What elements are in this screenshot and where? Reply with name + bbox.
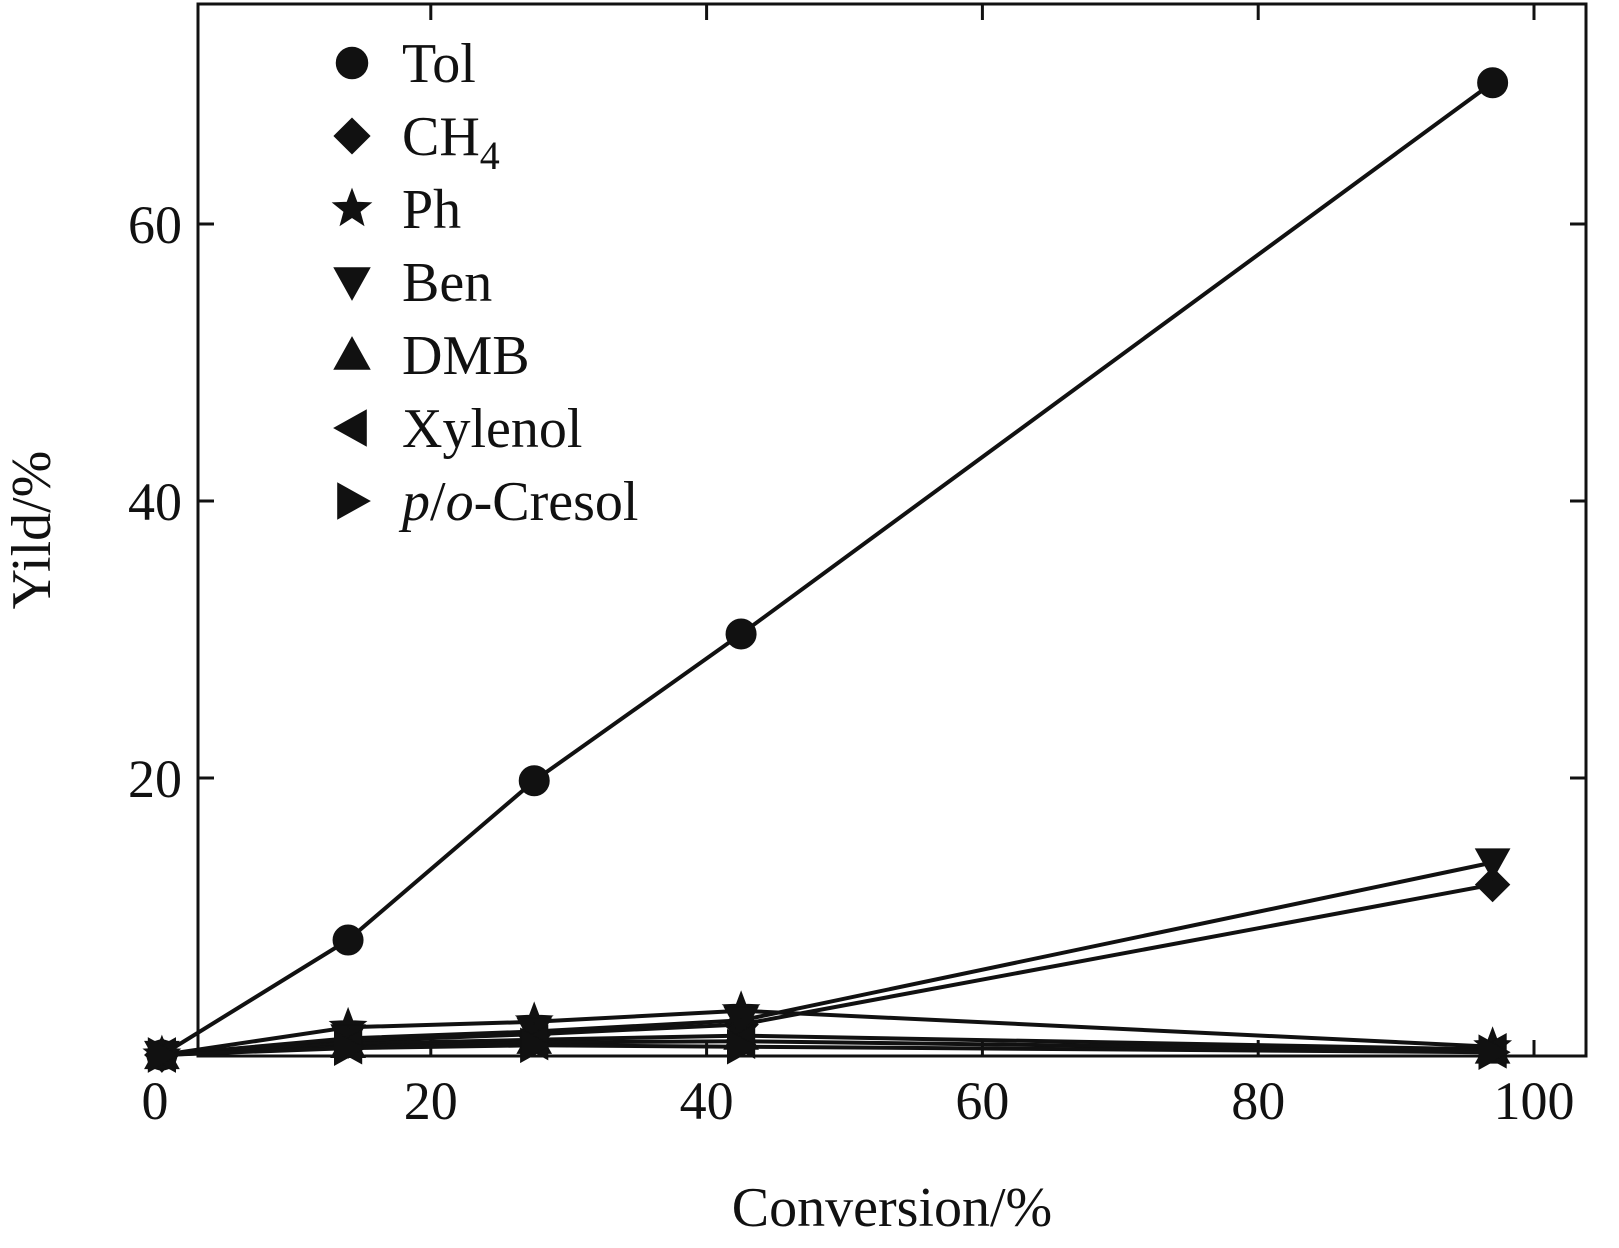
x-tick-label: 40 [680, 1071, 734, 1131]
legend-item-ch4: CH4 [333, 106, 500, 178]
x-tick-label: 60 [955, 1071, 1009, 1131]
legend-label-dmb: DMB [402, 325, 530, 387]
legend-label-part: Ph [402, 179, 461, 241]
legend-marker-ben [333, 267, 371, 301]
data-point-p-o-cresol [147, 1037, 180, 1073]
plot-frame [196, 2, 1588, 1058]
legend-marker-xylenol [333, 409, 367, 447]
legend-label-part: 4 [480, 133, 500, 178]
x-tick-label: 100 [1494, 1071, 1575, 1131]
legend-label-part: p [398, 471, 430, 533]
y-tick-label: 20 [128, 749, 182, 809]
data-point-p-o-cresol [520, 1027, 553, 1064]
legend-label-part: Xylenol [402, 398, 582, 460]
series-line-tol [160, 81, 1494, 1057]
legend-label-part: DMB [402, 325, 530, 387]
data-point-p-o-cresol [1478, 1034, 1511, 1071]
legend-label-ch4: CH4 [402, 106, 500, 178]
legend-item-dmb: DMB [333, 325, 530, 387]
data-point-tol [518, 765, 550, 797]
x-tick-label: 20 [404, 1071, 458, 1131]
y-axis-title: Yild/% [1, 451, 63, 610]
legend-label-part: Tol [402, 33, 476, 95]
legend-marker-tol [335, 46, 369, 80]
legend-item-p-o-cresol: p/o-Cresol [337, 471, 638, 533]
x-tick-label: 80 [1231, 1071, 1285, 1131]
legend-label-part: / [430, 471, 446, 533]
y-tick-label: 60 [128, 195, 182, 255]
axis-ticks: 0 20 40 60 80 100 20 40 60 [128, 4, 1586, 1131]
legend-item-tol: Tol [335, 33, 476, 95]
data-point-p-o-cresol [727, 1028, 760, 1065]
data-point-ch4 [1474, 866, 1511, 903]
data-point-tol [725, 618, 757, 650]
legend-label-p-o-cresol: p/o-Cresol [398, 471, 638, 533]
legend-label-part: Ben [402, 252, 492, 314]
data-point-p-o-cresol [334, 1030, 367, 1066]
legend-label-ph: Ph [402, 179, 461, 241]
legend-marker-ph [331, 187, 373, 227]
series-layer [142, 67, 1513, 1074]
legend-label-xylenol: Xylenol [402, 398, 582, 460]
legend-item-ph: Ph [331, 179, 461, 241]
x-tick-label: 0 [142, 1071, 169, 1131]
legend-label-part: o [446, 471, 474, 533]
legend-item-ben: Ben [333, 252, 492, 314]
series-p-o-cresol [147, 1027, 1511, 1073]
data-point-ben [1474, 848, 1511, 881]
legend-item-xylenol: Xylenol [333, 398, 582, 460]
plot-border [196, 2, 1588, 1058]
x-axis-title: Conversion/% [732, 1177, 1052, 1239]
legend-marker-p-o-cresol [337, 482, 371, 520]
legend-marker-dmb [333, 336, 371, 370]
legend-label-part: -Cresol [474, 471, 639, 533]
legend-label-part: CH [402, 106, 480, 168]
legend-marker-ch4 [333, 117, 371, 155]
data-point-tol [1477, 67, 1509, 99]
y-tick-label: 40 [128, 472, 182, 532]
legend-label-ben: Ben [402, 252, 492, 314]
data-point-tol [332, 924, 364, 956]
legend-label-tol: Tol [402, 33, 476, 95]
